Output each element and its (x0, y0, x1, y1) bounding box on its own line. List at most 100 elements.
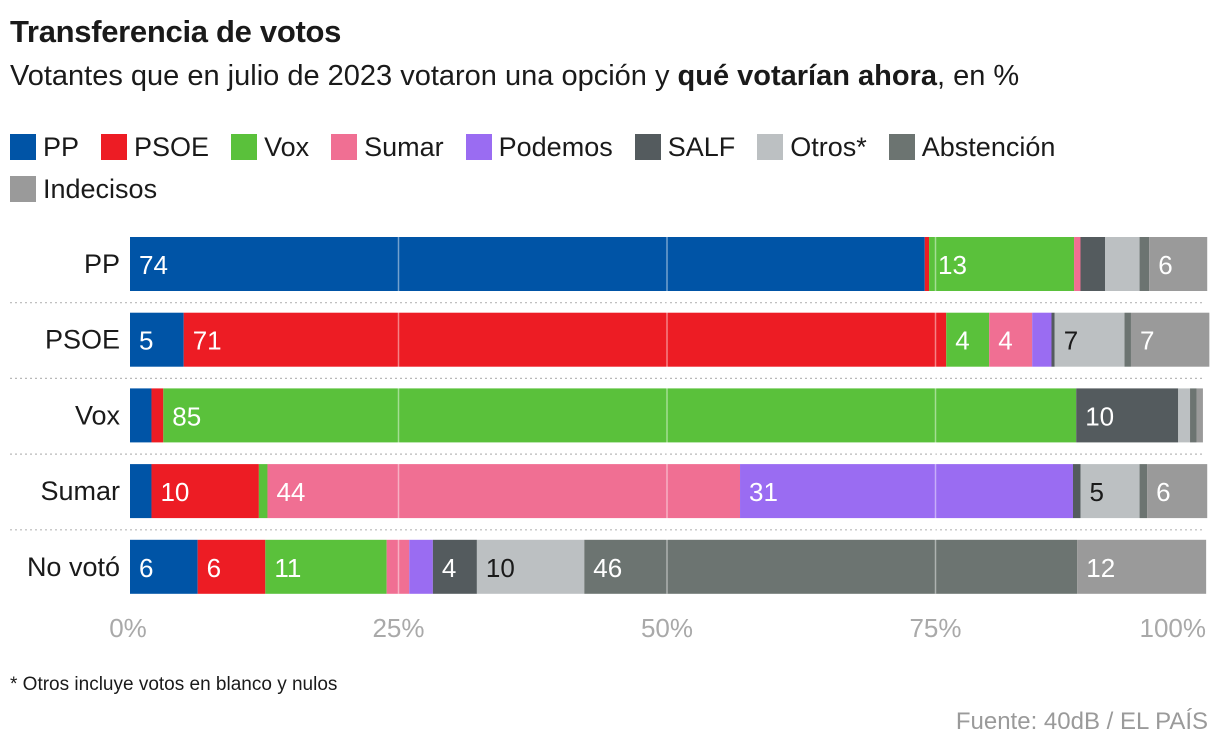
x-tick-label: 0% (109, 613, 147, 643)
bar-segment-otros (1054, 312, 1125, 367)
data-label: 4 (955, 326, 969, 356)
bar-segment-otros (1105, 237, 1140, 291)
bar-segment-sumar (267, 464, 741, 519)
legend-label: Vox (264, 131, 310, 162)
chart-legend: PP PSOE Vox Sumar Podemos SALF Otros* Abstenció… (10, 126, 1200, 210)
data-label: 10 (1085, 401, 1114, 431)
bar-segment-vox (929, 237, 1075, 291)
legend-item-psoe: PSOE (101, 126, 209, 168)
category-label: PSOE (45, 325, 120, 355)
bar-segment-pp (130, 312, 184, 367)
legend-swatch (757, 134, 784, 160)
bar-segment-otros (1080, 464, 1140, 519)
bar-segment-vox (258, 464, 268, 519)
bar-segment-abstencion (1190, 388, 1197, 443)
data-label: 10 (160, 477, 189, 507)
data-label: 71 (193, 326, 222, 356)
bar-segment-otros (1178, 388, 1191, 443)
bar-segment-pp (130, 388, 152, 443)
data-label: 74 (139, 250, 168, 280)
legend-item-indecisos: Indecisos (10, 168, 157, 210)
legend-item-vox: Vox (231, 126, 309, 168)
legend-label: PSOE (134, 131, 210, 162)
data-label: 12 (1086, 553, 1115, 583)
legend-swatch (231, 134, 258, 160)
bar-segment-indecisos (1130, 312, 1210, 367)
data-label: 4 (998, 326, 1012, 356)
legend-swatch (101, 134, 128, 160)
bar-segment-salf (1072, 464, 1081, 519)
legend-swatch (634, 134, 661, 160)
data-label: 10 (486, 553, 515, 583)
bar-segment-sumar (386, 539, 410, 594)
bar-segment-pp (130, 237, 925, 291)
bar-segment-podemos (1032, 312, 1052, 367)
bar-segment-psoe (151, 464, 259, 519)
legend-item-otros: Otros* (757, 126, 867, 168)
legend-item-podemos: Podemos (465, 126, 613, 168)
bar-segment-vox (163, 388, 1077, 443)
bar-segment-indecisos (1077, 539, 1207, 594)
bar-segment-vox (265, 539, 387, 594)
subtitle-emphasis: qué votarían ahora (677, 60, 937, 92)
data-label: 6 (1156, 477, 1170, 507)
legend-label: PP (43, 131, 80, 162)
legend-swatch (331, 134, 358, 160)
source-credit: Fuente: 40dB / EL PAÍS (955, 708, 1208, 735)
bar-segment-psoe (197, 539, 266, 594)
data-label: 44 (276, 477, 305, 507)
data-label: 46 (593, 553, 622, 583)
bar-segment-salf (1051, 312, 1055, 367)
data-label: 5 (1089, 477, 1103, 507)
data-label: 5 (139, 326, 153, 356)
legend-item-salf: SALF (634, 126, 736, 168)
bar-segment-pp (130, 464, 152, 519)
x-tick-label: 25% (372, 613, 424, 643)
category-label: Sumar (40, 476, 120, 506)
bar-segment-psoe (151, 388, 164, 443)
legend-label: Indecisos (43, 173, 158, 204)
bar-segment-salf (1080, 237, 1106, 291)
bar-segment-indecisos (1149, 237, 1208, 291)
bar-segment-abstencion (1139, 237, 1150, 291)
subtitle-text: Votantes que en julio de 2023 votaron un… (10, 60, 678, 92)
data-label: 31 (749, 477, 778, 507)
bar-segment-indecisos (1147, 464, 1208, 519)
bar-segment-salf (432, 539, 477, 594)
bar-segment-podemos (740, 464, 1073, 519)
bar-segment-psoe (183, 312, 947, 367)
bar-segment-abstencion (1124, 312, 1131, 367)
legend-label: Abstención (921, 131, 1056, 162)
bar-segment-pp (130, 539, 198, 594)
footnote: * Otros incluye votos en blanco y nulos (10, 674, 338, 695)
data-label: 6 (207, 553, 221, 583)
bar-segment-indecisos (1196, 388, 1203, 443)
legend-label: Sumar (364, 131, 444, 162)
legend-item-abstencion: Abstención (888, 126, 1056, 168)
subtitle-suffix: , en % (936, 60, 1020, 92)
legend-swatch (10, 134, 36, 160)
legend-item-sumar: Sumar (331, 126, 444, 168)
bar-segment-otros (476, 539, 585, 594)
data-label: 4 (442, 553, 456, 583)
legend-item-pp: PP (10, 126, 79, 168)
data-label: 6 (1158, 250, 1172, 280)
bar-segment-psoe (924, 237, 930, 291)
data-label: 11 (274, 553, 301, 583)
legend-label: Podemos (498, 131, 613, 162)
legend-label: SALF (667, 131, 736, 162)
bar-segment-sumar (1074, 237, 1081, 291)
bar-segment-sumar (989, 312, 1033, 367)
legend-swatch (465, 134, 492, 160)
bar-segment-salf (1076, 388, 1179, 443)
data-label: 6 (139, 553, 153, 583)
x-tick-label: 75% (909, 613, 961, 643)
x-tick-label: 100% (1140, 613, 1207, 643)
bar-segment-abstencion (1139, 464, 1148, 519)
category-label: Vox (75, 400, 121, 430)
category-label: No votó (27, 552, 120, 582)
bar-segment-podemos (409, 539, 433, 594)
legend-label: Otros* (790, 131, 867, 162)
legend-swatch (10, 176, 36, 202)
data-label: 7 (1064, 326, 1078, 356)
